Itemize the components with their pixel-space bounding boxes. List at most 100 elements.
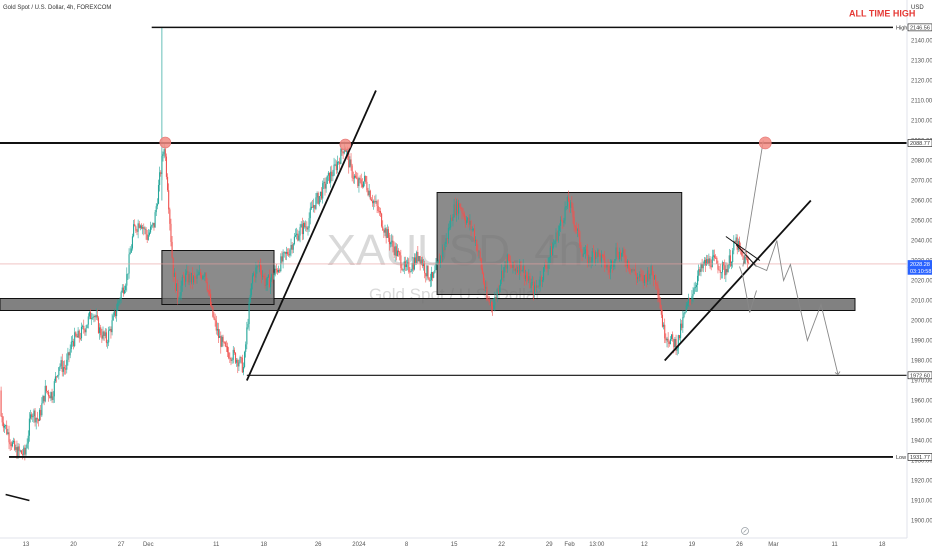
flag-lower[interactable]	[735, 244, 757, 267]
dec-top-marker[interactable]	[339, 138, 352, 151]
candle-body	[121, 287, 123, 293]
candle-body	[704, 259, 707, 266]
candle-body	[332, 175, 334, 177]
candle-body	[541, 280, 543, 282]
candle-body	[270, 279, 272, 288]
candle-body	[515, 269, 517, 272]
candle-body	[319, 191, 321, 197]
candle-body	[367, 190, 369, 196]
dec-high-marker[interactable]	[159, 136, 172, 149]
candle-body	[247, 324, 249, 328]
candle-body	[292, 244, 294, 250]
price-tick-label: 1970.00	[911, 379, 932, 385]
candle-body	[349, 159, 351, 168]
candle-body	[670, 334, 673, 340]
time-axis[interactable]: 13 20 27 Dec 11 18 26 2024 8 15 22 29 Feb 13:00 12 19 26…	[23, 542, 887, 548]
candle-body	[173, 272, 175, 277]
february-support[interactable]	[664, 199, 812, 362]
time-tick-label: 8	[405, 542, 409, 548]
candle-body	[136, 230, 138, 232]
candle-body	[156, 203, 158, 207]
candle-body	[732, 250, 734, 262]
candle-body	[396, 250, 399, 257]
december-range[interactable]	[161, 250, 275, 305]
candle-body	[148, 232, 150, 236]
price-tick-label: 1900.00	[911, 519, 932, 525]
candle-body	[289, 249, 291, 256]
candle-body	[608, 268, 610, 273]
candle-body	[581, 250, 583, 257]
candle-body	[545, 264, 547, 268]
bearish-path[interactable]	[752, 240, 839, 375]
candle-body	[680, 323, 682, 339]
candle-body	[546, 267, 548, 269]
candle-body	[590, 261, 592, 263]
candle-body	[700, 264, 702, 272]
candle-body	[2, 422, 4, 428]
candle-body	[649, 273, 651, 280]
candle-body	[584, 249, 587, 254]
candle-body	[106, 342, 109, 344]
candle-body	[436, 262, 438, 264]
candle-body	[267, 275, 269, 278]
candle-body	[460, 207, 462, 209]
candle-body	[142, 227, 144, 229]
symbol-title[interactable]: Gold Spot / U.S. Dollar, 4h, FOREXCOM	[3, 5, 111, 11]
candle-body	[709, 258, 711, 267]
candle-body	[458, 203, 460, 214]
candle-body	[293, 236, 295, 245]
price-tag-value: 2028.28	[910, 262, 930, 268]
candle-body	[234, 352, 237, 363]
time-tick-label: 22	[498, 542, 505, 548]
candle-body	[710, 266, 712, 268]
candle-body	[227, 346, 229, 353]
candle-body	[570, 202, 572, 208]
price-tick-label: 1950.00	[911, 419, 932, 425]
candle-body	[495, 297, 497, 299]
candle-body	[53, 381, 55, 397]
candle-body	[482, 273, 485, 283]
price-tag-value: 03:10:58	[910, 269, 931, 275]
candle-body	[240, 357, 242, 358]
candle-body	[444, 243, 446, 250]
price-tick-label: 1940.00	[911, 439, 932, 445]
candle-body	[160, 172, 162, 175]
candle-body	[513, 261, 515, 271]
target-marker[interactable]	[758, 136, 772, 150]
support-zone[interactable]	[0, 298, 856, 311]
candle-body	[657, 285, 659, 296]
candle-body	[599, 253, 601, 262]
candle-body	[605, 266, 607, 268]
candle-body	[163, 149, 165, 155]
candle-body	[130, 248, 132, 253]
candle-body	[456, 201, 459, 214]
candle-body	[547, 262, 549, 269]
candle-body	[60, 360, 62, 367]
candle-body	[548, 257, 550, 263]
candle-body	[450, 217, 452, 228]
candle-body	[145, 228, 147, 235]
candle-body	[435, 263, 437, 271]
flag-upper[interactable]	[725, 236, 761, 261]
january-range[interactable]	[436, 192, 683, 295]
far-left-line[interactable]	[5, 493, 30, 502]
candle-body	[644, 275, 647, 277]
candle-body	[532, 281, 534, 295]
candle-body	[629, 268, 631, 270]
price-tag	[907, 267, 932, 275]
bearish-wave[interactable]	[739, 266, 757, 313]
price-tick-label: 1990.00	[911, 339, 932, 345]
candle-body	[698, 269, 700, 276]
candle-body	[484, 282, 486, 289]
bullish-path[interactable]	[742, 140, 764, 267]
candle-body	[328, 172, 331, 183]
candle-body	[623, 249, 625, 255]
candle-body	[522, 265, 524, 271]
candle-body	[381, 213, 383, 227]
december-rally[interactable]	[246, 90, 377, 381]
candle-body	[596, 252, 598, 257]
replay-icon[interactable]	[741, 527, 749, 535]
candle-body	[18, 446, 20, 451]
candle-body	[233, 349, 235, 353]
